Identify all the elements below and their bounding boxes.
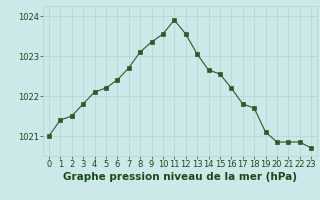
X-axis label: Graphe pression niveau de la mer (hPa): Graphe pression niveau de la mer (hPa) — [63, 172, 297, 182]
